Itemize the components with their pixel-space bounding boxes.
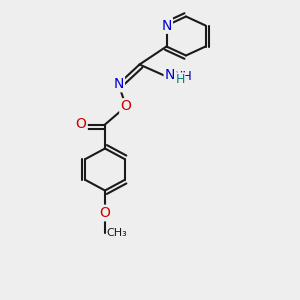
Text: O: O — [121, 100, 131, 113]
Text: H: H — [175, 73, 185, 86]
Text: O: O — [100, 206, 110, 220]
Text: CH₃: CH₃ — [106, 227, 127, 238]
Text: N: N — [113, 77, 124, 91]
Text: N: N — [161, 19, 172, 32]
Text: O: O — [76, 118, 86, 131]
Text: N: N — [165, 68, 175, 82]
Text: NH: NH — [174, 70, 193, 83]
